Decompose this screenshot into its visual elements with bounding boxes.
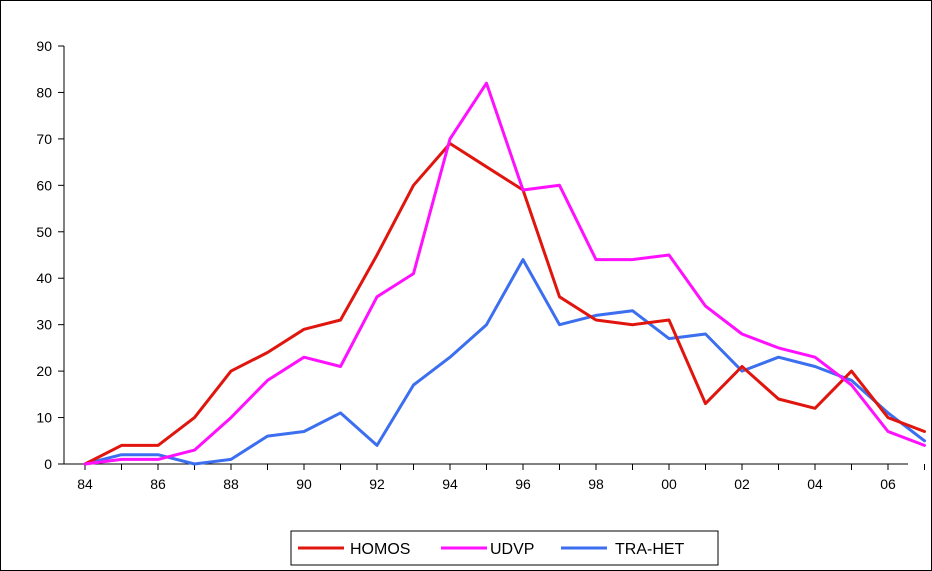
x-tick-label: 94: [442, 476, 458, 492]
series-line-udvp: [83, 81, 926, 466]
y-tick-label: 0: [44, 456, 52, 472]
x-tick-label: 92: [369, 476, 385, 492]
x-tick-label: 90: [296, 476, 312, 492]
x-tick-label: 86: [150, 476, 166, 492]
x-tick-label: 04: [807, 476, 823, 492]
x-tick-label: 06: [880, 476, 896, 492]
y-tick-label: 20: [36, 363, 52, 379]
legend-box: [290, 530, 719, 566]
y-tick-label: 90: [36, 38, 52, 54]
x-tick-label: 00: [661, 476, 677, 492]
legend-label-homos: HOMOS: [350, 541, 410, 558]
series-line-homos: [83, 142, 926, 466]
series-lines: [83, 81, 926, 466]
series-line-tra-het: [83, 258, 926, 466]
x-axis-ticks: 84 86 88 90 92 94 96 98 00 02 04 06: [77, 464, 925, 492]
plot-area: [64, 46, 908, 464]
legend-label-tra-het: TRA-HET: [615, 541, 685, 558]
x-tick-label: 98: [588, 476, 604, 492]
y-axis-ticks: 0 10 20 30 40 50 60 70 80 90: [36, 38, 64, 472]
x-tick-label: 02: [734, 476, 750, 492]
y-tick-label: 40: [36, 270, 52, 286]
legend-label-udvp: UDVP: [490, 541, 534, 558]
y-tick-label: 70: [36, 131, 52, 147]
legend: HOMOS UDVP TRA-HET: [290, 530, 719, 566]
y-tick-label: 50: [36, 224, 52, 240]
y-tick-label: 30: [36, 317, 52, 333]
y-tick-label: 10: [36, 410, 52, 426]
y-tick-label: 60: [36, 177, 52, 193]
x-tick-label: 96: [515, 476, 531, 492]
x-tick-label: 88: [223, 476, 239, 492]
x-tick-label: 84: [77, 476, 93, 492]
y-tick-label: 80: [36, 84, 52, 100]
